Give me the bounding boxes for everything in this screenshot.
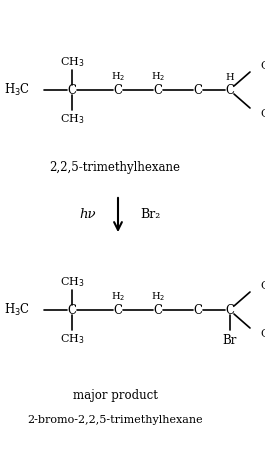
- Text: C: C: [153, 84, 162, 97]
- Text: 2,2,5-trimethylhexane: 2,2,5-trimethylhexane: [50, 162, 180, 175]
- Text: H$_3$C: H$_3$C: [4, 82, 30, 98]
- Text: CH$_3$: CH$_3$: [260, 107, 265, 121]
- Text: H$_3$C: H$_3$C: [4, 302, 30, 318]
- Text: C: C: [193, 304, 202, 317]
- Text: CH$_3$: CH$_3$: [260, 59, 265, 73]
- Text: C: C: [226, 304, 235, 317]
- Text: H$_2$: H$_2$: [151, 70, 165, 84]
- Text: H$_2$: H$_2$: [111, 291, 125, 304]
- Text: C: C: [113, 304, 122, 317]
- Text: C: C: [68, 304, 77, 317]
- Text: major product: major product: [73, 388, 157, 401]
- Text: Br: Br: [223, 334, 237, 347]
- Text: 2-bromo-2,2,5-trimethylhexane: 2-bromo-2,2,5-trimethylhexane: [27, 415, 203, 425]
- Text: hν: hν: [80, 208, 96, 221]
- Text: H$_2$: H$_2$: [111, 70, 125, 84]
- Text: CH$_3$: CH$_3$: [60, 332, 84, 346]
- Text: C: C: [226, 84, 235, 97]
- Text: CH$_3$: CH$_3$: [60, 55, 84, 69]
- Text: CH$_3$: CH$_3$: [260, 327, 265, 341]
- Text: C: C: [68, 84, 77, 97]
- Text: Br₂: Br₂: [140, 208, 160, 221]
- Text: H: H: [226, 72, 234, 82]
- Text: H$_2$: H$_2$: [151, 291, 165, 304]
- Text: CH$_3$: CH$_3$: [60, 112, 84, 126]
- Text: C: C: [153, 304, 162, 317]
- Text: C: C: [113, 84, 122, 97]
- Text: CH$_3$: CH$_3$: [60, 275, 84, 289]
- Text: CH$_3$: CH$_3$: [260, 279, 265, 293]
- Text: C: C: [193, 84, 202, 97]
